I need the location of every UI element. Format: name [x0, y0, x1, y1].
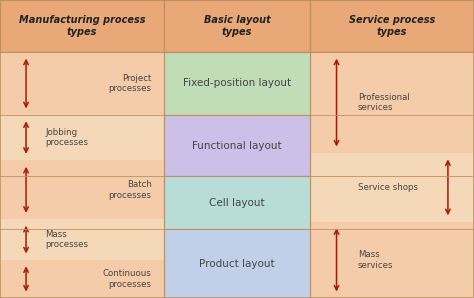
Bar [0, 52, 164, 298]
Bar [310, 52, 474, 153]
Bar [310, 0, 474, 52]
Bar [164, 176, 310, 229]
Bar [164, 0, 310, 52]
Text: Cell layout: Cell layout [209, 198, 265, 208]
Text: Functional layout: Functional layout [192, 141, 282, 150]
Text: Service process
types: Service process types [349, 15, 435, 37]
Bar [164, 52, 310, 115]
Bar [0, 160, 164, 219]
Bar [0, 0, 164, 52]
Bar [164, 229, 310, 298]
Text: Jobbing
processes: Jobbing processes [45, 128, 88, 147]
Text: Manufacturing process
types: Manufacturing process types [18, 15, 145, 37]
Text: Batch
processes: Batch processes [109, 180, 152, 200]
Text: Fixed-position layout: Fixed-position layout [183, 78, 291, 89]
Bar [0, 52, 164, 115]
Bar [310, 153, 474, 222]
Text: Mass
services: Mass services [358, 250, 393, 270]
Text: Continuous
processes: Continuous processes [103, 269, 152, 289]
Bar [0, 115, 164, 160]
Bar [310, 52, 474, 298]
Bar [0, 219, 164, 260]
Text: Mass
processes: Mass processes [45, 230, 88, 249]
Text: Service shops: Service shops [358, 183, 418, 192]
Text: Product layout: Product layout [199, 259, 275, 268]
Text: Project
processes: Project processes [109, 74, 152, 93]
Text: Professional
services: Professional services [358, 93, 410, 112]
Bar [310, 222, 474, 298]
Bar [164, 115, 310, 176]
Bar [0, 260, 164, 298]
Text: Basic layout
types: Basic layout types [204, 15, 270, 37]
